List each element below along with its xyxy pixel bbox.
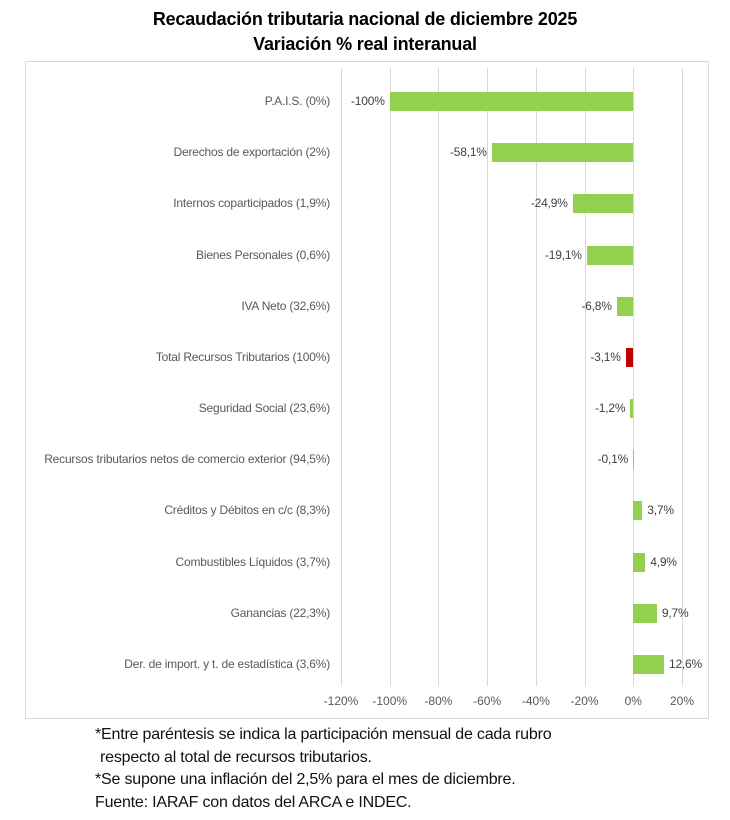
x-tick-label: -120%	[323, 694, 359, 708]
bar-value-label: 4,9%	[650, 554, 677, 569]
category-label: P.A.I.S. (0%)	[264, 94, 330, 108]
category-label: Créditos y Débitos en c/c (8,3%)	[164, 503, 330, 518]
bar-value-label: -24,9%	[530, 196, 568, 211]
bar	[633, 654, 664, 674]
bar	[633, 501, 643, 521]
bar	[633, 450, 634, 470]
plot-area: -100% -58,1% -24,9% -19,1% -6,8% -3,1% -1,2% -0…	[341, 68, 702, 690]
bar	[572, 194, 634, 214]
category-label: Der. de import. y t. de estadística (3,6…	[124, 656, 330, 671]
gridline	[682, 68, 683, 686]
bar-value-label: 3,7%	[647, 503, 674, 518]
x-tick-label: -80%	[424, 694, 453, 708]
bar-value-label: -1,2%	[595, 401, 626, 416]
gridline	[438, 68, 440, 686]
bar-value-label: -19,1%	[544, 247, 582, 262]
gridline	[487, 68, 489, 686]
bar	[586, 245, 634, 265]
bar	[630, 399, 634, 419]
x-axis: -120% -100% -80% -60% -40% -20% 0% 20%	[324, 694, 694, 712]
category-label: Seguridad Social (23,6%)	[198, 401, 330, 415]
category-label: Internos coparticipados (1,9%)	[173, 196, 330, 211]
bar-value-label: 12,6%	[668, 656, 702, 671]
x-tick-label: 0%	[624, 694, 642, 708]
bar-value-label: -58,1%	[449, 145, 487, 160]
gridline	[341, 68, 342, 686]
gridline	[535, 68, 537, 686]
bar	[491, 143, 634, 163]
category-label: IVA Neto (32,6%)	[241, 298, 330, 313]
bar-value-label: 9,7%	[661, 605, 689, 620]
bar-value-label: -3,1%	[590, 349, 621, 364]
bar	[616, 296, 634, 316]
bar	[633, 603, 657, 623]
footnote-line: respecto al total de recursos tributario…	[100, 748, 372, 766]
gridline	[584, 68, 586, 686]
x-tick-label: -40%	[521, 694, 550, 708]
x-tick-label: -100%	[372, 694, 408, 708]
chart-title: Recaudación tributaria nacional de dicie…	[0, 7, 730, 57]
category-label: Total Recursos Tributarios (100%)	[155, 349, 330, 364]
category-axis: P.A.I.S. (0%) Derechos de exportación (2%…	[26, 76, 330, 690]
x-tick-label: 20%	[669, 694, 695, 708]
footnotes: *Entre paréntesis se indica la participa…	[95, 724, 720, 814]
category-label: Combustibles Líquidos (3,7%)	[175, 554, 331, 569]
bar	[633, 552, 646, 572]
chart-frame: P.A.I.S. (0%) Derechos de exportación (2%…	[25, 61, 709, 719]
footnote-line: *Se supone una inflación del 2,5% para e…	[95, 771, 516, 788]
footnote-line: *Entre paréntesis se indica la participa…	[95, 726, 552, 743]
footnote-line: Fuente: IARAF con datos del ARCA e INDEC…	[95, 793, 412, 811]
gridline	[389, 68, 391, 686]
bar	[625, 347, 634, 367]
bar-value-label: -0,1%	[597, 452, 629, 467]
category-label: Recursos tributarios netos de comercio e…	[44, 452, 330, 467]
chart-title-line1: Recaudación tributaria nacional de dicie…	[152, 9, 578, 29]
gridline	[633, 68, 635, 686]
category-label: Bienes Personales (0,6%)	[196, 247, 330, 262]
category-label: Derechos de exportación (2%)	[173, 145, 331, 160]
category-label: Ganancias (22,3%)	[230, 605, 331, 620]
bar-value-label: -100%	[351, 94, 385, 109]
x-tick-label: -60%	[473, 694, 502, 708]
bar	[389, 92, 634, 112]
x-tick-label: -20%	[570, 694, 599, 708]
bar-value-label: -6,8%	[581, 298, 612, 313]
chart-title-line2: Variación % real interanual	[253, 34, 477, 54]
